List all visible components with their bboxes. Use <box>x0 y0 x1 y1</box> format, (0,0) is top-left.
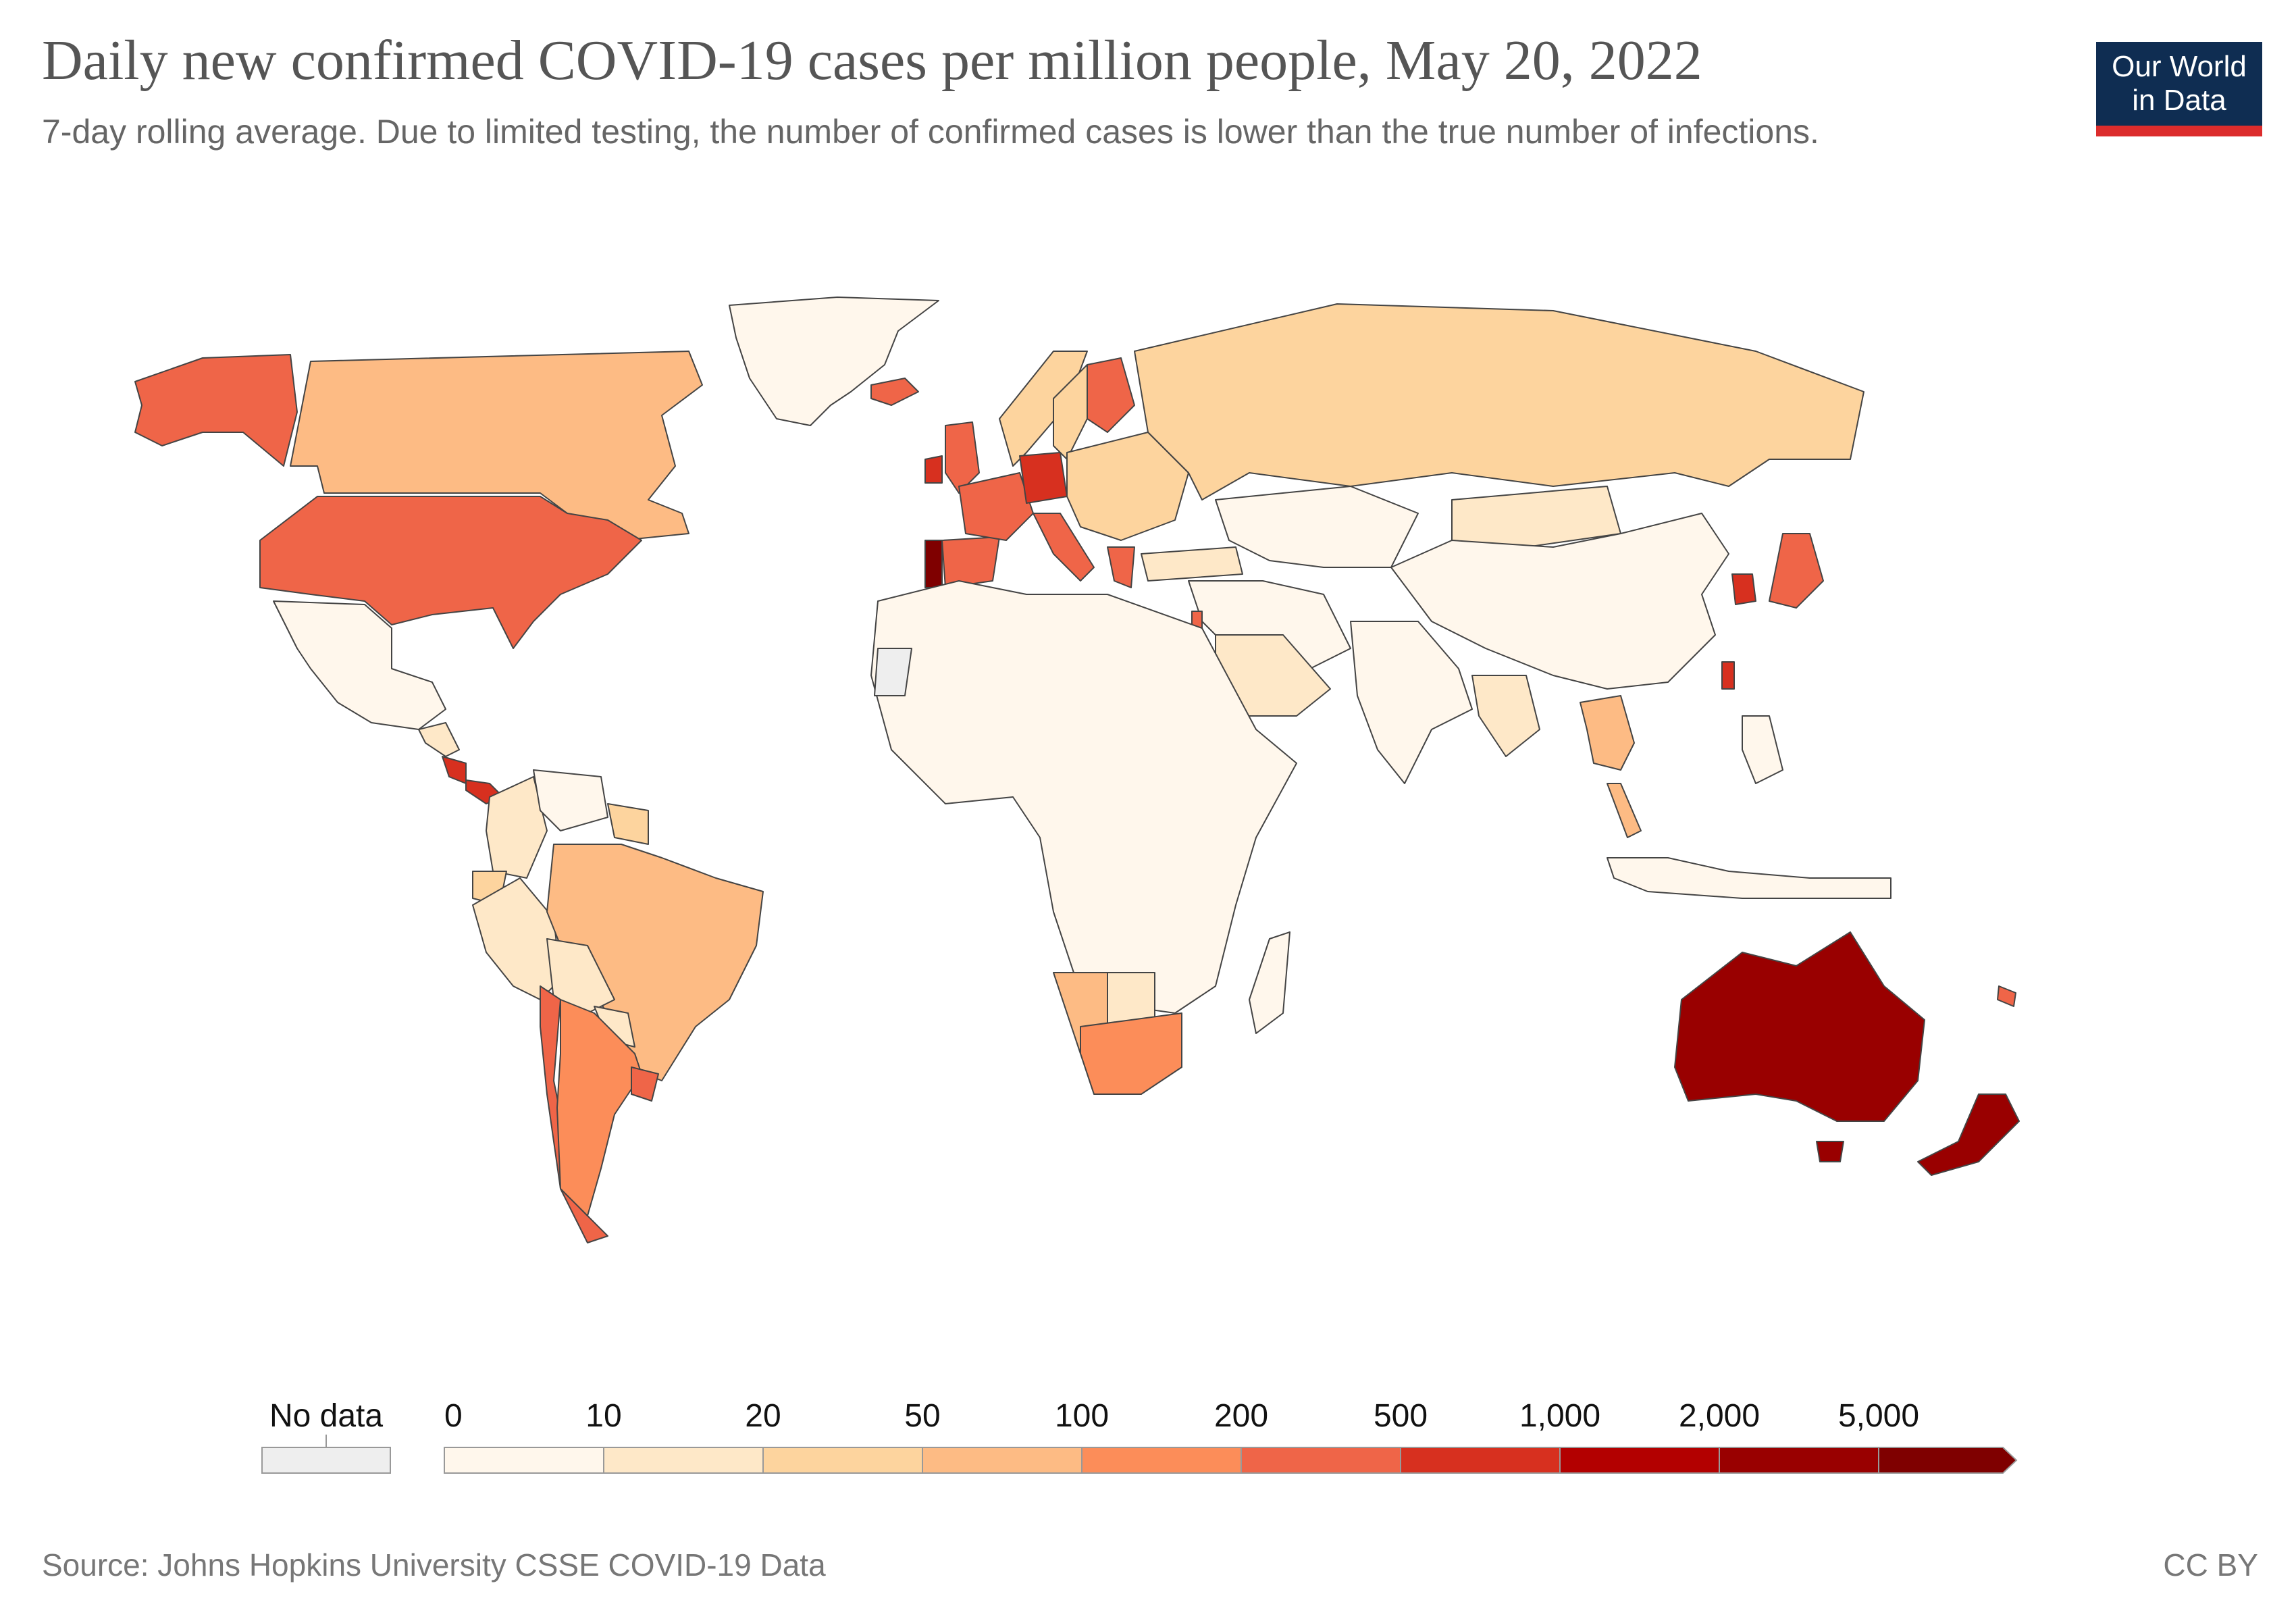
region-south-korea[interactable] <box>1731 573 1756 605</box>
owid-logo[interactable]: Our World in Data <box>2096 42 2262 136</box>
region-finland[interactable] <box>1087 357 1135 433</box>
region-kazakhstan[interactable] <box>1215 486 1419 568</box>
region-ireland[interactable] <box>924 455 943 484</box>
region-france[interactable] <box>958 472 1034 541</box>
legend-bin-3[interactable] <box>922 1447 1082 1474</box>
region-italy[interactable] <box>1033 513 1095 582</box>
region-alaska[interactable] <box>134 354 298 467</box>
source-note: Source: Johns Hopkins University CSSE CO… <box>42 1547 826 1583</box>
legend-threshold-label: 1,000 <box>1519 1398 1600 1434</box>
chart-title: Daily new confirmed COVID-19 cases per m… <box>42 29 1702 92</box>
region-turkey[interactable] <box>1141 546 1243 582</box>
region-canada[interactable] <box>290 351 703 541</box>
region-india[interactable] <box>1350 621 1473 784</box>
chart-subtitle: 7-day rolling average. Due to limited te… <box>42 113 1819 151</box>
region-south-africa[interactable] <box>1080 1012 1182 1095</box>
region-southeast-asia[interactable] <box>1471 675 1540 757</box>
legend-threshold-label: 0 <box>444 1398 463 1434</box>
legend-bin-8[interactable] <box>1719 1447 1879 1474</box>
legend-bin-7[interactable] <box>1559 1447 1720 1474</box>
logo-accent-bar <box>2096 126 2262 136</box>
region-thailand[interactable] <box>1580 695 1635 771</box>
region-iceland[interactable] <box>870 378 919 406</box>
legend-bin-6[interactable] <box>1400 1447 1561 1474</box>
region-united-kingdom[interactable] <box>945 421 980 494</box>
region-malaysia[interactable] <box>1607 783 1642 838</box>
region-guyana[interactable] <box>607 803 649 845</box>
legend-threshold-label: 100 <box>1055 1398 1109 1434</box>
region-australia[interactable] <box>1674 931 1925 1122</box>
legend-bin-2[interactable] <box>762 1447 923 1474</box>
region-japan[interactable] <box>1769 533 1824 609</box>
region-united-states[interactable] <box>259 496 642 649</box>
legend-threshold-label: 20 <box>745 1398 781 1434</box>
region-western-sahara[interactable] <box>874 648 912 696</box>
region-costa-rica[interactable] <box>442 756 467 784</box>
region-china[interactable] <box>1390 513 1729 690</box>
legend-threshold-label: 5,000 <box>1838 1398 1919 1434</box>
region-africa[interactable] <box>870 580 1297 1014</box>
region-mongolia[interactable] <box>1451 486 1621 548</box>
legend-threshold-label: 200 <box>1214 1398 1268 1434</box>
region-peru[interactable] <box>472 877 561 1000</box>
region-greenland[interactable] <box>729 297 939 426</box>
region-germany[interactable] <box>1019 452 1068 504</box>
region-indonesia[interactable] <box>1607 857 1891 899</box>
legend-bin-4[interactable] <box>1081 1447 1242 1474</box>
legend-bin-5[interactable] <box>1241 1447 1401 1474</box>
region-new-zealand[interactable] <box>1917 1093 2020 1176</box>
region-portugal[interactable] <box>924 540 943 588</box>
legend-bin-0[interactable] <box>444 1447 604 1474</box>
logo-line-1: Our World <box>2112 50 2247 83</box>
region-central-america[interactable] <box>418 722 460 757</box>
legend-threshold-label: 10 <box>585 1398 621 1434</box>
region-taiwan[interactable] <box>1721 661 1735 690</box>
region-spain[interactable] <box>941 536 1000 588</box>
legend-threshold-label: 2,000 <box>1679 1398 1760 1434</box>
color-legend: No data 0 10 20 50 100 200 500 1,000 2,000 5,000 <box>261 1398 2018 1474</box>
region-tasmania[interactable] <box>1816 1141 1844 1162</box>
map-regions <box>134 297 2020 1243</box>
region-middle-east[interactable] <box>1188 580 1351 676</box>
region-mexico[interactable] <box>273 600 446 730</box>
region-greece[interactable] <box>1107 546 1135 588</box>
legend-threshold-label: 50 <box>904 1398 940 1434</box>
region-philippines[interactable] <box>1742 715 1783 784</box>
region-colombia[interactable] <box>486 776 548 879</box>
region-bolivia[interactable] <box>546 938 615 1014</box>
legend-no-data-swatch[interactable] <box>261 1447 391 1474</box>
region-madagascar[interactable] <box>1249 931 1290 1034</box>
region-venezuela[interactable] <box>533 769 608 831</box>
legend-bin-9[interactable] <box>1878 1447 2018 1474</box>
region-russia[interactable] <box>1134 303 1864 500</box>
legend-no-data-label: No data <box>269 1398 383 1434</box>
logo-line-2: in Data <box>2132 84 2226 117</box>
legend-threshold-label: 500 <box>1374 1398 1428 1434</box>
region-argentina[interactable] <box>556 999 642 1216</box>
license-link[interactable]: CC BY <box>2163 1547 2258 1583</box>
region-new-caledonia[interactable] <box>1997 985 2016 1007</box>
region-uruguay[interactable] <box>631 1066 659 1102</box>
region-sweden[interactable] <box>1053 364 1088 460</box>
legend-bin-1[interactable] <box>603 1447 764 1474</box>
